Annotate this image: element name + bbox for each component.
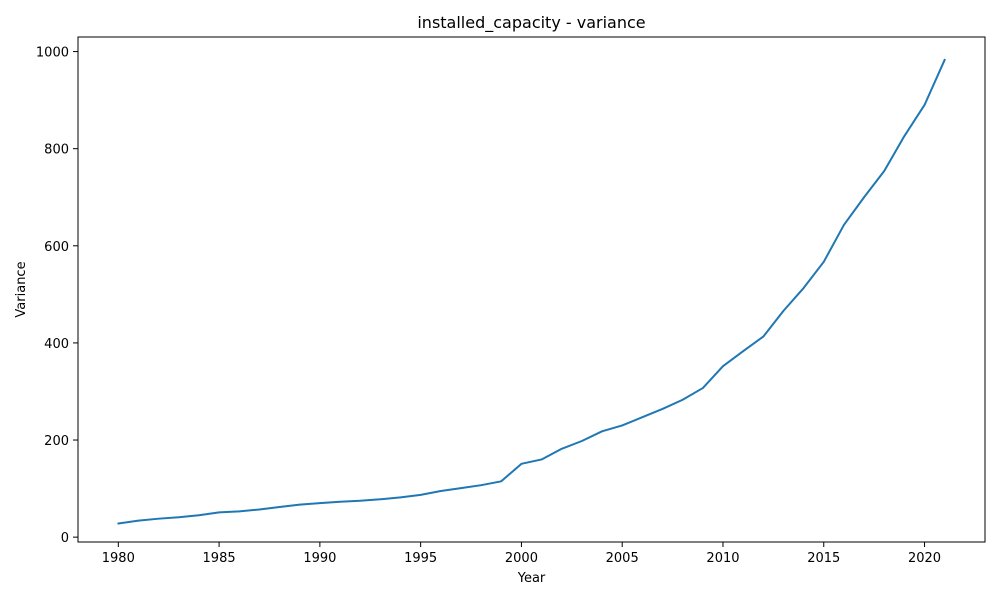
data-point (319, 502, 321, 504)
data-point (540, 458, 543, 461)
data-point (762, 335, 765, 338)
plot-frame (77, 36, 986, 543)
data-point (500, 480, 503, 483)
data-point (298, 503, 301, 506)
x-tick-label: 1995 (404, 551, 437, 566)
y-axis: 0 200 400 600 800 1000 (36, 46, 78, 546)
data-point (802, 287, 805, 289)
x-tick-label: 2005 (606, 551, 639, 566)
x-tick-label: 1990 (303, 551, 336, 566)
x-axis-label: Year (517, 571, 546, 586)
data-point (399, 496, 402, 499)
data-point (480, 484, 482, 486)
data-point (419, 494, 422, 496)
data-point (137, 519, 140, 522)
data-point (278, 506, 281, 508)
data-point (601, 430, 603, 433)
y-tick-label: 200 (44, 434, 69, 449)
data-point (460, 487, 462, 489)
data-point (822, 261, 825, 263)
y-tick-label: 0 (61, 531, 69, 546)
data-point (863, 196, 865, 199)
data-point (903, 135, 906, 137)
data-point (923, 104, 926, 106)
data-point (440, 490, 442, 492)
data-point (157, 517, 160, 520)
data-point (379, 498, 382, 501)
data-point (218, 511, 220, 514)
x-tick-label: 2020 (908, 551, 941, 566)
data-point (560, 447, 563, 450)
data-point (177, 516, 180, 519)
data-point (641, 416, 644, 419)
data-point (843, 224, 845, 226)
series-group (117, 58, 946, 525)
y-axis-label: Variance (14, 261, 29, 317)
data-point (359, 499, 361, 502)
data-point (198, 514, 200, 517)
x-tick-label: 1980 (102, 551, 135, 566)
data-point (742, 350, 744, 352)
data-point (339, 500, 341, 503)
data-point (661, 408, 664, 410)
x-tick-label: 2000 (505, 551, 538, 566)
data-point (883, 170, 886, 172)
data-point (238, 510, 241, 513)
plot-area: 1980 1985 1990 1995 2000 2005 2010 2015 2020 0 20… (36, 36, 986, 566)
y-tick-label: 1000 (36, 46, 69, 61)
data-point (520, 463, 523, 465)
x-tick-label: 1985 (203, 551, 236, 566)
data-point (117, 522, 120, 525)
series-line (117, 58, 946, 525)
data-point (621, 424, 623, 427)
x-tick-label: 2010 (706, 551, 739, 566)
data-point (681, 398, 684, 401)
x-tick-label: 2015 (807, 551, 840, 566)
data-point (702, 387, 704, 389)
y-tick-label: 400 (44, 337, 69, 352)
data-point (581, 440, 583, 442)
y-tick-label: 600 (44, 240, 69, 255)
data-point (258, 508, 261, 511)
x-axis: 1980 1985 1990 1995 2000 2005 2010 2015 2020 (102, 542, 941, 566)
y-tick-label: 800 (44, 143, 69, 158)
data-point (943, 59, 946, 61)
chart-title: installed_capacity - variance (417, 13, 645, 33)
data-point (782, 310, 785, 312)
data-point (722, 365, 724, 368)
